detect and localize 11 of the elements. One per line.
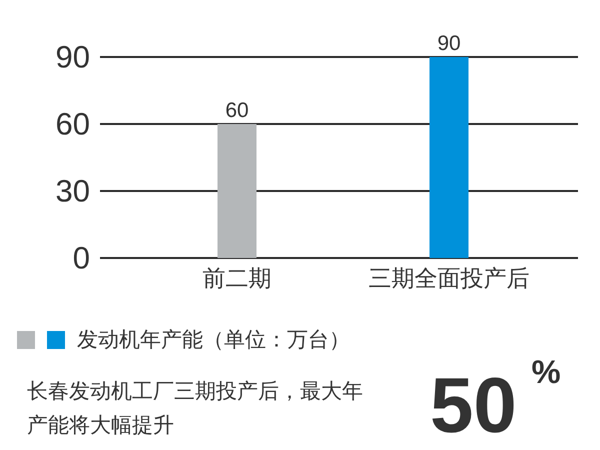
annotation: 50$^{%}$	[430, 352, 561, 449]
legend-label: 发动机年产能（单位：万台）	[77, 328, 350, 352]
y-tick-label: 60	[56, 106, 90, 142]
data-label: 90	[437, 32, 461, 55]
y-tick-label: 90	[56, 40, 90, 74]
annotation: 长春发动机工厂三期投产后，最大年产能将大幅提升	[27, 380, 363, 437]
y-tick-label: 0	[72, 240, 90, 276]
x-tick-label: 三期全面投产后	[368, 265, 530, 291]
data-label: 60	[225, 99, 249, 122]
x-tick-label: 前二期	[202, 265, 272, 291]
y-tick-label: 30	[56, 174, 90, 208]
